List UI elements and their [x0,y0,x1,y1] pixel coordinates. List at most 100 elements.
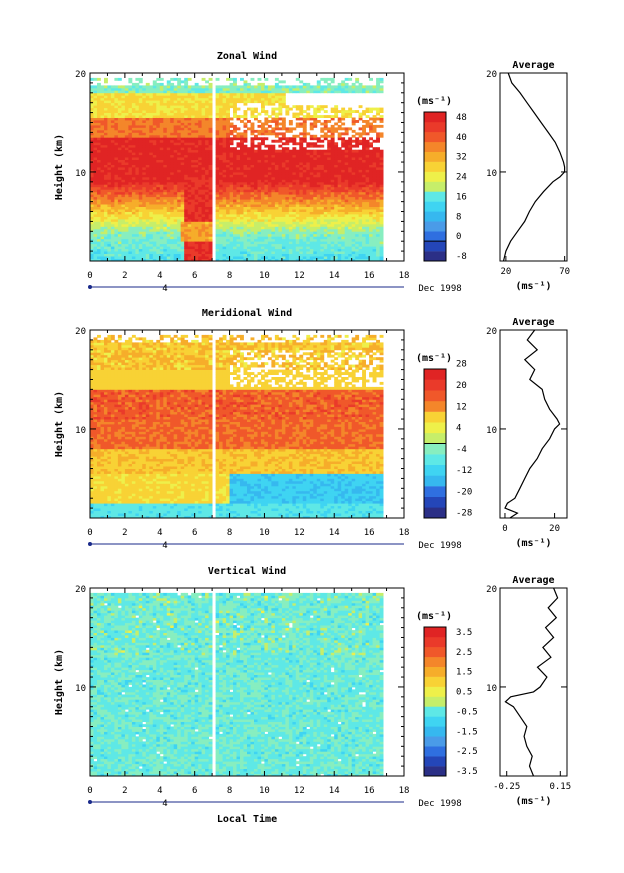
heatmap-cell [184,102,189,106]
heatmap-cell [90,164,94,168]
heatmap-cell [288,191,293,195]
heatmap-cell [264,152,269,156]
heatmap-cell [107,174,112,178]
heatmap-cell [187,115,192,118]
heatmap-cell [292,241,297,245]
heatmap-cell [187,181,192,185]
heatmap-cell [110,122,115,126]
heatmap-cell [100,191,105,195]
heatmap-cell [274,238,279,242]
heatmap-cell [334,216,339,220]
heatmap-cell [100,164,105,168]
heatmap-cell [240,248,244,252]
heatmap-cell [334,122,339,126]
heatmap-cell [250,174,255,178]
heatmap-cell [166,90,171,94]
heatmap-cell [334,144,339,148]
heatmap-cell [243,137,248,141]
heatmap-cell [131,218,136,222]
heatmap-cell [145,196,150,200]
heatmap-cell [128,154,133,158]
heatmap-cell [170,226,175,230]
heatmap-cell [152,142,157,146]
heatmap-cell [198,154,203,158]
heatmap-cell [299,149,304,153]
heatmap-cell [145,248,150,252]
heatmap-cell [194,82,199,86]
heatmap-cell [128,209,133,212]
heatmap-cell [320,228,325,232]
heatmap-cell [166,105,171,109]
heatmap-cell [309,186,314,190]
heatmap-cell [295,206,300,210]
heatmap-cell [194,132,199,136]
heatmap-cell [295,105,300,109]
heatmap-cell [295,246,300,250]
heatmap-cell [138,139,143,143]
heatmap-cell [323,124,328,128]
heatmap-cell [281,171,286,175]
heatmap-cell [208,132,213,136]
heatmap-cell [337,209,342,212]
heatmap-cell [121,157,126,160]
heatmap-cell [254,246,258,250]
heatmap-cell [104,127,108,131]
heatmap-cell [240,77,244,81]
heatmap-cell [302,238,307,242]
heatmap-cell [149,139,154,143]
heatmap-cell [90,189,94,193]
heatmap-cell [341,169,346,173]
heatmap-cell [142,137,147,141]
heatmap-cell [330,171,335,175]
heatmap-cell [222,248,227,252]
heatmap-cell [128,184,133,188]
heatmap-cell [124,154,129,158]
heatmap-cell [247,149,251,153]
heatmap-cell [316,253,321,257]
heatmap-cell [292,233,297,237]
heatmap-cell [215,238,220,242]
heatmap-cell [292,105,297,109]
heatmap-cell [226,124,230,128]
heatmap-cell [100,112,105,116]
heatmap-cell [201,238,206,242]
heatmap-cell [295,171,300,175]
heatmap-cell [177,174,182,178]
heatmap-cell [281,228,286,232]
heatmap-cell [240,149,244,153]
heatmap-cell [163,100,168,104]
heatmap-cell [100,241,105,245]
heatmap-cell [281,132,286,136]
heatmap-cell [114,117,119,121]
heatmap-cell [163,162,168,165]
heatmap-cell [254,238,258,242]
heatmap-cell [93,174,98,178]
heatmap-cell [243,80,248,84]
heatmap-cell [271,251,276,254]
heatmap-cell [261,228,265,232]
heatmap-cell [104,80,108,84]
heatmap-cell [226,122,230,126]
heatmap-cell [156,142,161,146]
heatmap-cell [295,87,300,91]
heatmap-cell [114,181,119,185]
heatmap-cell [222,157,227,160]
heatmap-cell [117,120,122,123]
heatmap-cell [177,142,182,146]
heatmap-cell [281,120,286,123]
heatmap-cell [278,211,283,215]
heatmap-cell [180,199,185,203]
heatmap-cell [341,142,346,146]
heatmap-cell [215,221,220,225]
heatmap-cell [138,152,143,156]
heatmap-cell [97,186,101,190]
heatmap-cell [117,251,122,254]
heatmap-cell [107,139,112,143]
heatmap-cell [152,184,157,188]
heatmap-cell [187,120,192,123]
heatmap-cell [264,256,269,259]
heatmap-cell [128,231,133,235]
heatmap-cell [121,105,126,109]
heatmap-cell [198,167,203,170]
heatmap-cell [201,152,206,156]
